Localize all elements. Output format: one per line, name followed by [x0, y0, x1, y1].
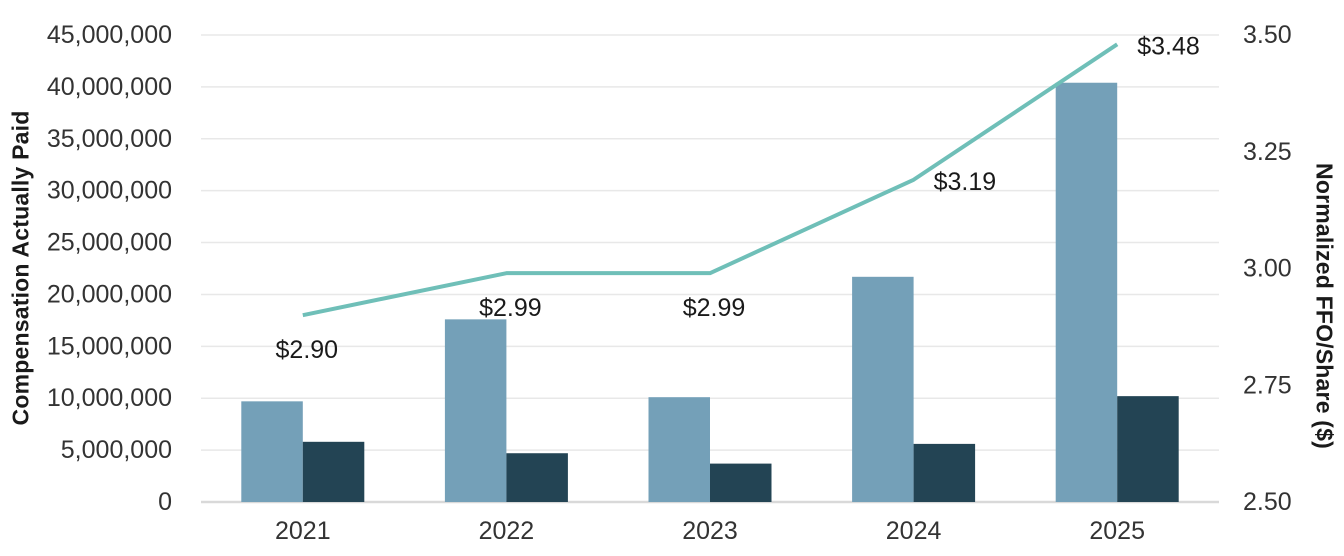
- left-axis-tick-label: 20,000,000: [47, 280, 172, 308]
- bar-cap-light-blue-bars-2023: [648, 397, 710, 502]
- x-axis-label-2021: 2021: [275, 517, 331, 545]
- right-axis-tick-label: 3.00: [1243, 255, 1292, 283]
- left-axis-tick-label: 5,000,000: [61, 436, 172, 464]
- bar-cap-dark-navy-bars-2025: [1117, 396, 1179, 502]
- x-axis-label-2024: 2024: [886, 517, 942, 545]
- x-axis-label-2023: 2023: [682, 517, 738, 545]
- line-data-label-2023: $2.99: [683, 294, 746, 322]
- bar-cap-dark-navy-bars-2024: [913, 443, 976, 502]
- line-data-label-2021: $2.90: [276, 336, 339, 364]
- right-axis-title: Normalized FFO/Share ($): [1311, 163, 1338, 449]
- line-data-label-2022: $2.99: [479, 294, 542, 322]
- left-axis-tick-label: 0: [158, 488, 172, 516]
- left-axis-tick-label: 15,000,000: [47, 332, 172, 360]
- left-axis-title: Compensation Actually Paid: [7, 110, 34, 426]
- line-data-label-2024: $3.19: [934, 168, 997, 196]
- bar-cap-light-blue-bars-2022: [444, 319, 507, 502]
- right-axis-tick-label: 2.50: [1243, 488, 1292, 516]
- line-data-label-2025: $3.48: [1137, 32, 1200, 60]
- bar-cap-dark-navy-bars-2022: [506, 453, 568, 502]
- x-axis-label-2022: 2022: [479, 517, 535, 545]
- bar-cap-light-blue-bars-2021: [241, 401, 303, 502]
- bar-cap-dark-navy-bars-2021: [302, 441, 365, 502]
- left-axis-tick-label: 30,000,000: [47, 177, 172, 205]
- left-axis-tick-label: 10,000,000: [47, 384, 172, 412]
- left-axis-tick-label: 40,000,000: [47, 73, 172, 101]
- right-axis-tick-label: 2.75: [1243, 371, 1292, 399]
- bar-cap-light-blue-bars-2025: [1055, 82, 1118, 502]
- bar-cap-dark-navy-bars-2023: [710, 463, 772, 502]
- bar-cap-light-blue-bars-2024: [852, 276, 914, 502]
- right-axis-tick-label: 3.50: [1243, 21, 1292, 49]
- x-axis-label-2025: 2025: [1089, 517, 1145, 545]
- left-axis-tick-label: 45,000,000: [47, 21, 172, 49]
- left-axis-tick-label: 35,000,000: [47, 125, 172, 153]
- left-axis-tick-label: 25,000,000: [47, 229, 172, 257]
- right-axis-tick-label: 3.25: [1243, 138, 1292, 166]
- ffo-line: [302, 42, 1119, 318]
